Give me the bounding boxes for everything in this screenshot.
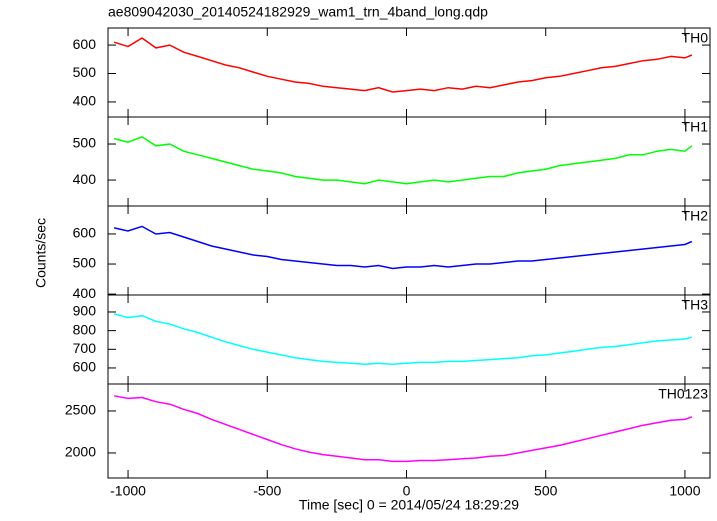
data-line	[113, 313, 693, 365]
x-tick-label: -1000	[110, 483, 146, 499]
panel-frame	[107, 27, 711, 118]
y-tick-label: 700	[73, 340, 97, 356]
y-tick-label: 600	[73, 36, 97, 52]
y-tick-label: 2000	[65, 444, 96, 460]
x-axis-label: Time [sec] 0 = 2014/05/24 18:29:29	[299, 497, 519, 513]
y-tick-label: 500	[73, 64, 97, 80]
series-name: TH3	[682, 297, 709, 313]
y-tick-label: 500	[73, 135, 97, 151]
y-tick-label: 400	[73, 285, 97, 301]
y-tick-label: 400	[73, 93, 97, 109]
panel-frame	[107, 116, 711, 207]
y-tick-label: 600	[73, 225, 97, 241]
x-tick-label: 0	[403, 483, 411, 499]
data-line	[113, 225, 693, 270]
panel-frame	[107, 294, 711, 385]
series-name: TH0	[682, 30, 709, 46]
y-tick-label: 500	[73, 255, 97, 271]
data-line	[113, 395, 693, 463]
x-tick-label: -500	[253, 483, 281, 499]
chart-title: ae809042030_20140524182929_wam1_trn_4ban…	[108, 4, 488, 20]
panel-frame	[107, 383, 711, 479]
x-tick-label: 500	[534, 483, 558, 499]
series-name: TH0123	[658, 386, 708, 402]
data-line	[113, 135, 693, 185]
x-tick-label: 1000	[669, 483, 700, 499]
data-line	[113, 37, 693, 93]
y-tick-label: 600	[73, 359, 97, 375]
y-tick-label: 2500	[65, 402, 96, 418]
y-tick-label: 800	[73, 321, 97, 337]
y-axis-label: Counts/sec	[33, 218, 49, 288]
y-tick-label: 900	[73, 303, 97, 319]
series-name: TH1	[682, 119, 709, 135]
y-tick-label: 400	[73, 171, 97, 187]
series-name: TH2	[682, 208, 709, 224]
panel-frame	[107, 205, 711, 296]
